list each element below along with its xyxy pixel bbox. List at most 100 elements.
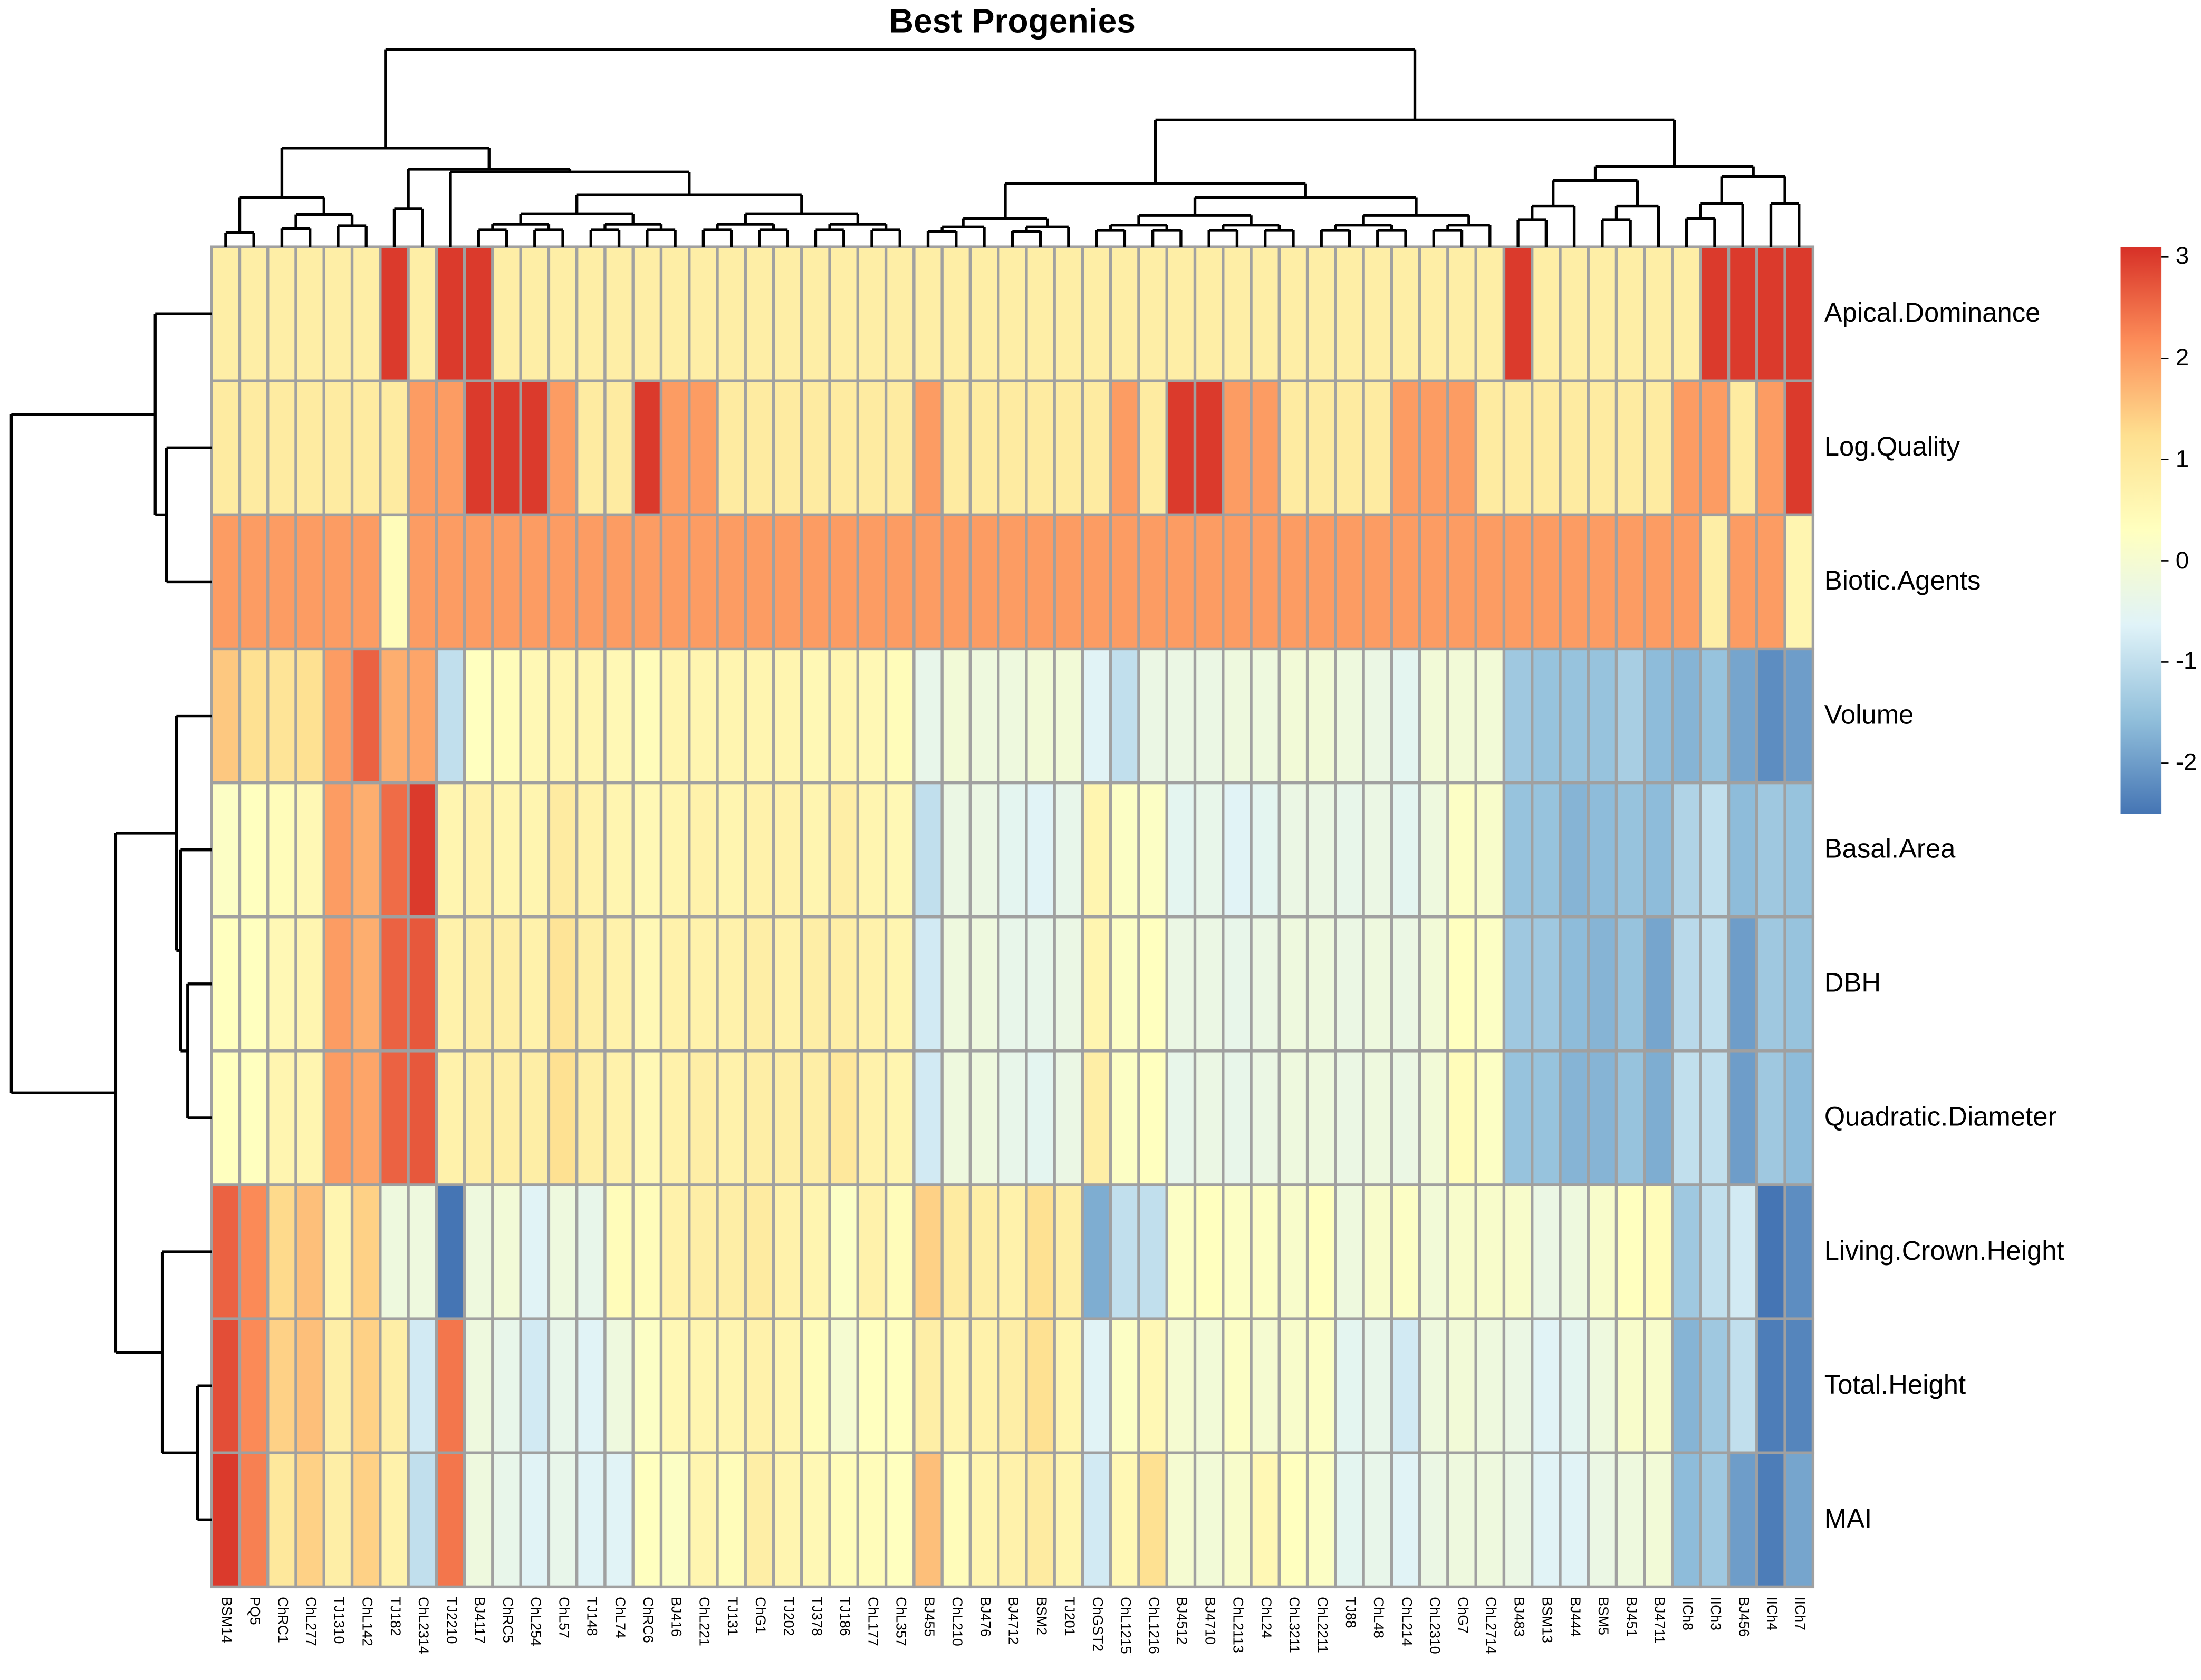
- heatmap-cell: [238, 915, 270, 1053]
- heatmap-cell: [1446, 379, 1477, 517]
- heatmap-cell: [603, 1183, 635, 1320]
- column-label: BJ416: [667, 1597, 683, 1637]
- heatmap-cell: [1390, 1183, 1421, 1320]
- heatmap-cell: [1474, 1451, 1506, 1589]
- heatmap-cell: [1277, 915, 1309, 1053]
- heatmap-cell: [1305, 1317, 1337, 1454]
- heatmap-cell: [968, 1183, 1000, 1320]
- heatmap-cell: [1587, 781, 1618, 919]
- heatmap-cell: [1025, 1183, 1056, 1320]
- heatmap-cell: [716, 781, 747, 919]
- heatmap-cell: [1531, 1049, 1562, 1186]
- column-label: BJ4710: [1201, 1597, 1217, 1645]
- heatmap-cell: [997, 245, 1028, 382]
- row-label: Quadratic.Diameter: [1824, 1102, 2057, 1132]
- column-label: ChL357: [892, 1597, 908, 1646]
- heatmap-cell: [266, 245, 297, 382]
- heatmap-cell: [1137, 1049, 1168, 1186]
- legend-tick-label: -1: [2175, 648, 2197, 675]
- heatmap-cell: [407, 1317, 438, 1454]
- heatmap-cell: [659, 647, 691, 785]
- heatmap-cell: [1727, 915, 1758, 1053]
- heatmap-cell: [575, 379, 607, 517]
- heatmap-cell: [1222, 915, 1253, 1053]
- heatmap-cell: [322, 781, 354, 919]
- heatmap-cell: [547, 379, 579, 517]
- heatmap-cell: [435, 647, 466, 785]
- heatmap-cell: [1165, 1451, 1197, 1589]
- heatmap-cell: [463, 915, 494, 1053]
- heatmap-cell: [1334, 513, 1365, 651]
- heatmap-cell: [968, 1317, 1000, 1454]
- column-label: TJ201: [1061, 1597, 1077, 1636]
- heatmap-cell: [603, 647, 635, 785]
- heatmap-cell: [1109, 1049, 1140, 1186]
- heatmap-cell: [350, 379, 382, 517]
- heatmap-cell: [294, 379, 325, 517]
- heatmap-cell: [1109, 245, 1140, 382]
- heatmap-cell: [1727, 647, 1758, 785]
- heatmap-cell: [238, 1183, 270, 1320]
- column-label: BJ456: [1735, 1597, 1751, 1637]
- column-label: ChL214: [1398, 1597, 1414, 1646]
- heatmap-cell: [716, 379, 747, 517]
- heatmap-cell: [1222, 513, 1253, 651]
- heatmap-cell: [1587, 1183, 1618, 1320]
- heatmap-cell: [238, 1451, 270, 1589]
- heatmap-cell: [1502, 379, 1534, 517]
- heatmap-cell: [491, 513, 522, 651]
- heatmap-cell: [1474, 513, 1506, 651]
- heatmap-cell: [266, 781, 297, 919]
- heatmap-cell: [1502, 1451, 1534, 1589]
- heatmap-cell: [435, 1451, 466, 1589]
- heatmap-cell: [210, 245, 242, 382]
- heatmap-cell: [1559, 245, 1590, 382]
- heatmap-cell: [1362, 915, 1393, 1053]
- heatmap-cell: [491, 915, 522, 1053]
- heatmap-cell: [1587, 513, 1618, 651]
- column-label: TJ186: [835, 1597, 852, 1636]
- heatmap-cell: [266, 1451, 297, 1589]
- heatmap-cell: [1783, 781, 1815, 919]
- heatmap-cell: [379, 1049, 410, 1186]
- column-label: TJ148: [583, 1597, 599, 1636]
- heatmap-cell: [968, 915, 1000, 1053]
- column-label: ChL2714: [1482, 1597, 1498, 1654]
- column-label: BSM5: [1594, 1597, 1610, 1635]
- heatmap-cell: [716, 245, 747, 382]
- heatmap-cell: [1222, 647, 1253, 785]
- heatmap-cell: [1531, 1317, 1562, 1454]
- heatmap-cell: [1699, 1049, 1731, 1186]
- heatmap-cell: [1531, 245, 1562, 382]
- heatmap-cell: [856, 1049, 888, 1186]
- heatmap-cell: [997, 1451, 1028, 1589]
- chart-title: Best Progenies: [889, 3, 1136, 41]
- heatmap-cell: [800, 1317, 831, 1454]
- heatmap-cell: [968, 379, 1000, 517]
- heatmap-cell: [1250, 245, 1281, 382]
- heatmap-cell: [1699, 915, 1731, 1053]
- heatmap-cell: [407, 513, 438, 651]
- heatmap-cell: [238, 1317, 270, 1454]
- heatmap-cell: [1699, 781, 1731, 919]
- heatmap-cell: [1446, 1049, 1477, 1186]
- heatmap-cell: [1587, 1451, 1618, 1589]
- heatmap-cell: [1699, 245, 1731, 382]
- heatmap-cell: [210, 379, 242, 517]
- heatmap-cell: [1614, 1317, 1646, 1454]
- heatmap-cell: [1334, 1183, 1365, 1320]
- heatmap-cell: [800, 513, 831, 651]
- heatmap-cell: [435, 915, 466, 1053]
- heatmap-cell: [1446, 1317, 1477, 1454]
- heatmap-cell: [1305, 915, 1337, 1053]
- heatmap-cell: [322, 1451, 354, 1589]
- heatmap-cell: [238, 781, 270, 919]
- heatmap-cell: [856, 781, 888, 919]
- heatmap-cell: [856, 1317, 888, 1454]
- heatmap-cell: [772, 781, 803, 919]
- heatmap-cell: [997, 1317, 1028, 1454]
- heatmap-cell: [547, 1183, 579, 1320]
- heatmap-cell: [463, 379, 494, 517]
- heatmap-cell: [1559, 513, 1590, 651]
- heatmap-cell: [1755, 647, 1786, 785]
